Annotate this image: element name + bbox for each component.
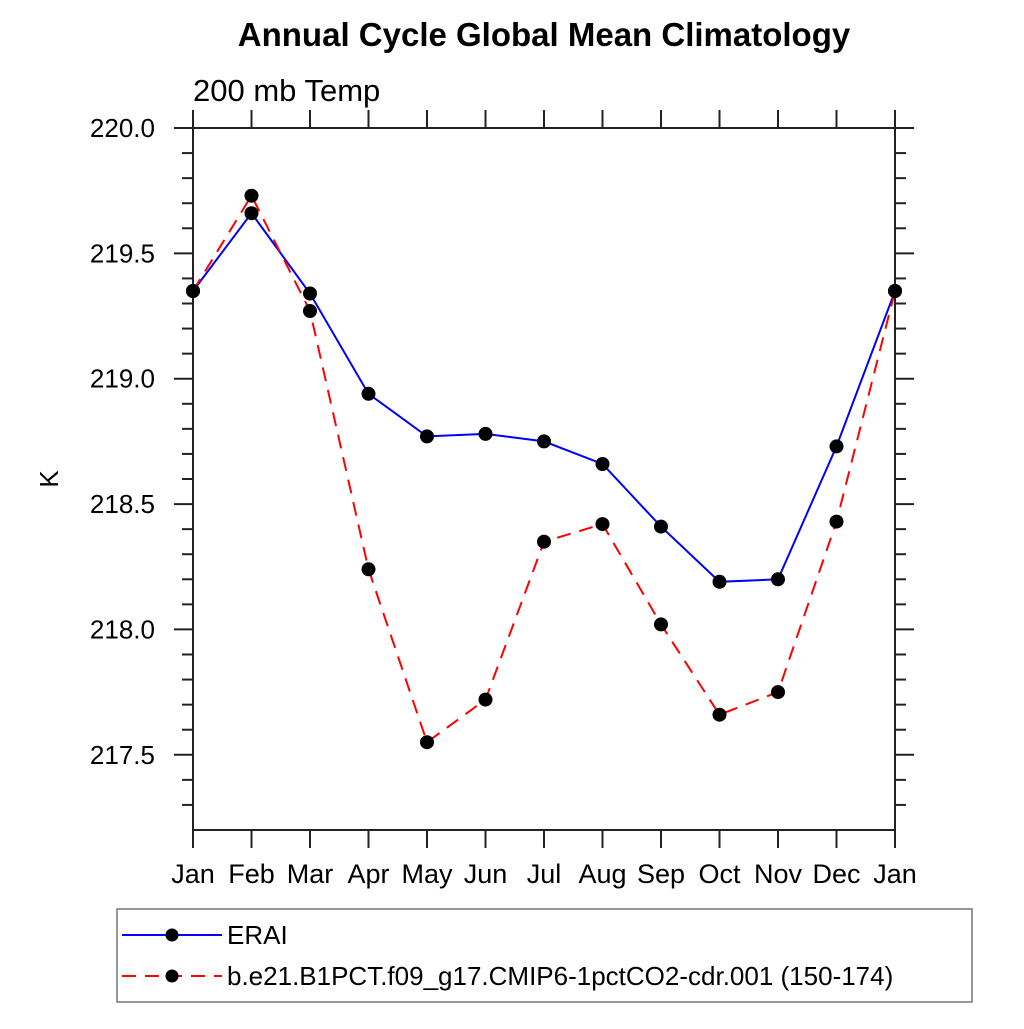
legend-marker (165, 928, 179, 942)
x-axis-label: Apr (347, 859, 389, 889)
x-axis-label: Jan (873, 859, 917, 889)
data-point-marker (771, 572, 785, 587)
data-point-marker (186, 284, 200, 298)
chart-root: Annual Cycle Global Mean Climatology 200 … (34, 16, 973, 1003)
data-point-marker (829, 439, 844, 454)
y-axis-tick-label: 218.0 (90, 614, 155, 644)
data-point-marker (712, 574, 727, 589)
legend-label: ERAI (227, 920, 288, 950)
legend-marker (165, 969, 179, 983)
data-point-marker (303, 286, 317, 301)
legend-label: b.e21.B1PCT.f09_g17.CMIP6-1pctCO2-cdr.00… (227, 961, 893, 991)
x-axis-label: Dec (812, 859, 860, 889)
data-point-marker (303, 304, 317, 318)
chart-subtitle: 200 mb Temp (193, 73, 380, 108)
x-axis-label: May (401, 859, 453, 889)
y-axis-tick-label: 219.5 (90, 238, 155, 268)
data-point-marker (595, 457, 610, 471)
data-point-marker (654, 519, 668, 534)
data-point-marker (888, 284, 902, 298)
data-point-marker (244, 206, 259, 221)
data-point-marker (244, 188, 259, 203)
y-axis-tick-label: 217.5 (90, 740, 155, 770)
x-axis-label: Aug (578, 859, 626, 889)
y-axis-tick-label: 219.0 (90, 364, 155, 394)
plot-border (192, 127, 896, 831)
series-line-erai (192, 211, 896, 583)
legend-box (116, 908, 973, 1003)
x-axis-label: Feb (228, 859, 275, 889)
data-point-marker (361, 386, 376, 401)
chart-title: Annual Cycle Global Mean Climatology (238, 16, 851, 53)
x-axis-label: Jun (464, 859, 508, 889)
data-point-marker (771, 685, 785, 700)
data-point-marker (537, 434, 551, 449)
x-axis-label: Jan (171, 859, 215, 889)
x-axis-label: Oct (698, 859, 741, 889)
data-point-marker (595, 517, 610, 532)
data-point-marker (712, 707, 727, 722)
data-point-marker (478, 692, 493, 707)
x-axis-label: Jul (527, 859, 562, 889)
y-axis-title: K (34, 470, 64, 488)
data-point-marker (478, 426, 493, 441)
data-point-marker (361, 562, 376, 577)
data-point-marker (420, 429, 434, 444)
data-point-marker (420, 735, 434, 750)
data-point-marker (829, 514, 844, 529)
y-axis-tick-label: 220.0 (90, 113, 155, 143)
x-axis-label: Sep (637, 859, 685, 889)
y-axis-tick-label: 218.5 (90, 489, 155, 519)
data-point-marker (537, 534, 551, 549)
data-point-marker (654, 617, 668, 632)
x-axis-label: Mar (287, 859, 334, 889)
x-axis-label: Nov (754, 859, 803, 889)
